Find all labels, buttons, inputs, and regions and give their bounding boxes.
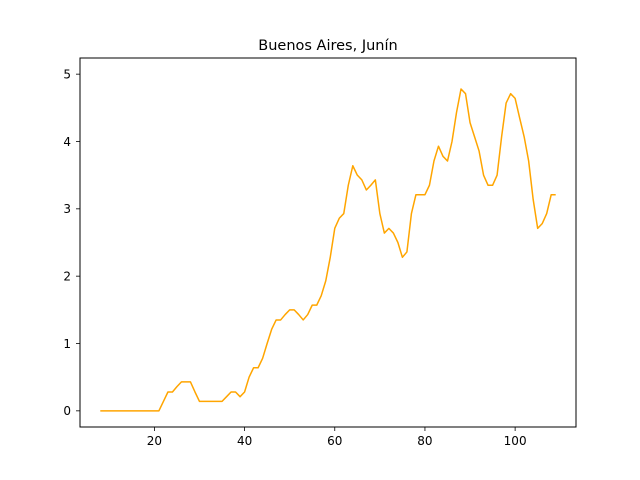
x-tick-label: 20	[147, 434, 162, 448]
x-tick-label: 100	[504, 434, 527, 448]
series-line-group	[100, 88, 556, 412]
x-tick-label: 80	[417, 434, 432, 448]
y-axis: 0 1 2 3 4 5	[63, 67, 80, 418]
series-line-0	[100, 88, 556, 412]
x-tick-label: 60	[327, 434, 342, 448]
y-tick-label: 2	[63, 269, 71, 283]
y-tick-label: 4	[63, 135, 71, 149]
x-axis: 20 40 60 80 100	[147, 427, 527, 448]
y-tick-label: 0	[63, 404, 71, 418]
chart-title: Buenos Aires, Junín	[258, 38, 397, 54]
plot-frame	[79, 57, 577, 428]
y-tick-label: 3	[63, 202, 71, 216]
x-tick-label: 40	[237, 434, 252, 448]
y-tick-label: 1	[63, 337, 71, 351]
y-tick-label: 5	[63, 67, 71, 81]
